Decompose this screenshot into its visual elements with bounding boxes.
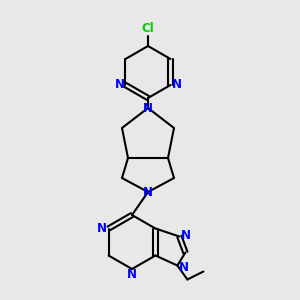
Text: Cl: Cl — [142, 22, 154, 34]
Text: N: N — [180, 229, 190, 242]
Text: N: N — [115, 79, 124, 92]
Text: N: N — [172, 79, 182, 92]
Text: N: N — [143, 101, 153, 115]
Text: N: N — [143, 185, 153, 199]
Text: N: N — [97, 222, 106, 235]
Text: N: N — [178, 261, 188, 274]
Text: N: N — [127, 268, 137, 281]
